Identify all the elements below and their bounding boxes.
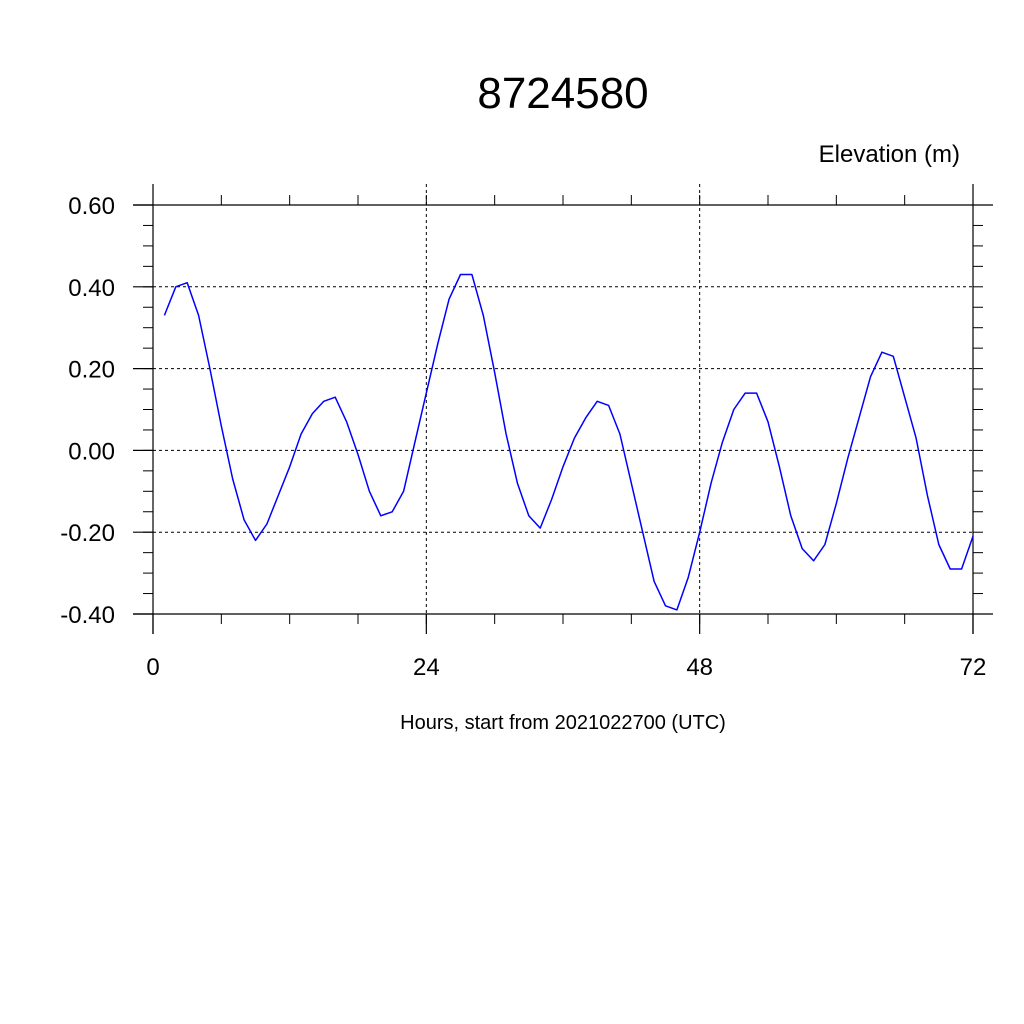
x-tick-label-1: 24 <box>413 654 440 681</box>
x-tick-label-2: 48 <box>686 654 713 681</box>
x-axis-label: Hours, start from 2021022700 (UTC) <box>400 712 726 734</box>
y-axis-label: Elevation (m) <box>819 141 960 168</box>
x-tick-label-0: 0 <box>146 654 159 681</box>
x-tick-label-3: 72 <box>960 654 987 681</box>
minor-ticks <box>143 195 983 624</box>
x-axis: 0 24 48 72 <box>146 614 986 681</box>
plot-frame <box>133 184 993 634</box>
y-tick-label-5: 0.60 <box>68 193 115 220</box>
y-tick-label-4: 0.40 <box>68 275 115 302</box>
y-tick-label-1: -0.20 <box>60 520 115 547</box>
y-tick-label-3: 0.20 <box>68 357 115 384</box>
y-axis: -0.40 -0.20 0.00 0.20 0.40 0.60 <box>60 193 153 629</box>
y-tick-label-0: -0.40 <box>60 602 115 629</box>
series-group <box>163 273 974 611</box>
series-line-0 <box>163 273 974 611</box>
chart-title: 8724580 <box>477 69 648 118</box>
grid-lines <box>152 184 974 615</box>
y-tick-label-2: 0.00 <box>68 438 115 465</box>
